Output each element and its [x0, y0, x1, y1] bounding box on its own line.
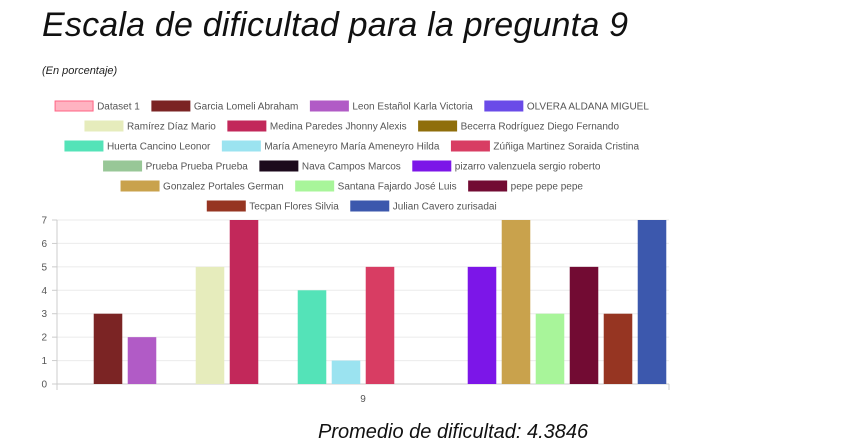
legend-label: OLVERA ALDANA MIGUEL [527, 102, 650, 113]
bar[interactable] [331, 360, 361, 384]
chart-bars [93, 220, 667, 384]
legend-item[interactable]: pepe pepe pepe [468, 180, 584, 193]
legend-item[interactable]: Huerta Cancino Leonor [64, 140, 211, 153]
average-difficulty-text: Promedio de dificultad: 4.3846 [318, 421, 589, 443]
legend-label: Julian Cavero zurisadai [393, 202, 497, 213]
legend-item[interactable]: pizarro valenzuela sergio roberto [412, 160, 601, 173]
legend-label: Medina Paredes Jhonny Alexis [270, 122, 407, 133]
bar[interactable] [229, 220, 259, 384]
legend-label: Dataset 1 [97, 102, 140, 113]
bar[interactable] [93, 313, 123, 384]
bar[interactable] [569, 266, 599, 384]
legend-label: Prueba Prueba Prueba [146, 162, 249, 173]
chart-subtitle: (En porcentaje) [42, 65, 118, 77]
legend-item[interactable]: Tecpan Flores Silvia [206, 200, 339, 213]
legend-label: Zúñiga Martinez Soraida Cristina [493, 142, 639, 153]
legend-swatch [484, 100, 524, 112]
legend-item[interactable]: Garcia Lomeli Abraham [151, 100, 299, 113]
bar[interactable] [365, 266, 395, 384]
legend-swatch [259, 160, 299, 172]
bar[interactable] [535, 313, 565, 384]
legend-swatch [295, 180, 335, 192]
legend-swatch [64, 140, 104, 152]
legend-item[interactable]: Nava Campos Marcos [259, 160, 401, 173]
bar[interactable] [467, 266, 497, 384]
chart-legend: Dataset 1 Garcia Lomeli Abraham Leon Estañ… [54, 100, 650, 213]
legend-swatch [221, 140, 261, 152]
legend-label: Ramírez Díaz Mario [127, 122, 216, 133]
chart-axes: 0 1 2 3 4 5 6 7 9 [41, 216, 670, 405]
legend-label: Garcia Lomeli Abraham [194, 102, 299, 113]
legend-swatch [84, 120, 124, 132]
legend-item[interactable]: Becerra Rodríguez Diego Fernando [418, 120, 620, 133]
bar[interactable] [127, 337, 157, 384]
chart-title: Escala de dificultad para la pregunta 9 [42, 6, 629, 44]
y-tick-label: 1 [41, 356, 47, 367]
legend-label: Gonzalez Portales German [163, 182, 284, 193]
bar[interactable] [637, 220, 667, 384]
legend-swatch [103, 160, 143, 172]
legend-label: Nava Campos Marcos [302, 162, 401, 173]
legend-label: pizarro valenzuela sergio roberto [455, 162, 601, 173]
legend-label: Santana Fajardo José Luis [338, 182, 457, 193]
legend-label: Huerta Cancino Leonor [107, 142, 211, 153]
y-tick-label: 0 [41, 380, 47, 391]
chart-grid [57, 219, 669, 385]
legend-item[interactable]: Leon Estañol Karla Victoria [309, 100, 473, 113]
legend-swatch [468, 180, 508, 192]
x-tick-label: 9 [360, 394, 366, 405]
legend-item[interactable]: OLVERA ALDANA MIGUEL [484, 100, 650, 113]
legend-item[interactable]: Zúñiga Martinez Soraida Cristina [450, 140, 639, 153]
legend-swatch [54, 100, 94, 112]
bar[interactable] [603, 313, 633, 384]
legend-swatch [418, 120, 458, 132]
legend-label: Becerra Rodríguez Diego Fernando [461, 122, 620, 133]
legend-item[interactable]: Dataset 1 [54, 100, 140, 113]
legend-item[interactable]: Santana Fajardo José Luis [295, 180, 457, 193]
y-tick-label: 2 [41, 333, 47, 344]
y-tick-label: 3 [41, 309, 47, 320]
legend-swatch [206, 200, 246, 212]
y-tick-label: 6 [41, 239, 47, 250]
legend-swatch [227, 120, 267, 132]
legend-item[interactable]: Prueba Prueba Prueba [103, 160, 249, 173]
legend-swatch [450, 140, 490, 152]
legend-swatch [120, 180, 160, 192]
legend-swatch [350, 200, 390, 212]
legend-swatch [151, 100, 191, 112]
legend-swatch [412, 160, 452, 172]
legend-swatch [309, 100, 349, 112]
legend-label: María Ameneyro María Ameneyro Hilda [264, 142, 440, 153]
legend-item[interactable]: Ramírez Díaz Mario [84, 120, 216, 133]
bar[interactable] [297, 290, 327, 384]
legend-label: pepe pepe pepe [511, 182, 584, 193]
legend-label: Tecpan Flores Silvia [249, 202, 339, 213]
bar[interactable] [195, 266, 225, 384]
legend-label: Leon Estañol Karla Victoria [352, 102, 473, 113]
bar[interactable] [501, 220, 531, 384]
y-tick-label: 5 [41, 262, 47, 273]
bar-chart: Dataset 1 Garcia Lomeli Abraham Leon Estañ… [41, 100, 670, 405]
y-tick-label: 7 [41, 216, 47, 227]
legend-item[interactable]: Julian Cavero zurisadai [350, 200, 497, 213]
legend-item[interactable]: Gonzalez Portales German [120, 180, 284, 193]
legend-item[interactable]: María Ameneyro María Ameneyro Hilda [221, 140, 440, 153]
legend-item[interactable]: Medina Paredes Jhonny Alexis [227, 120, 407, 133]
y-tick-label: 4 [41, 286, 47, 297]
